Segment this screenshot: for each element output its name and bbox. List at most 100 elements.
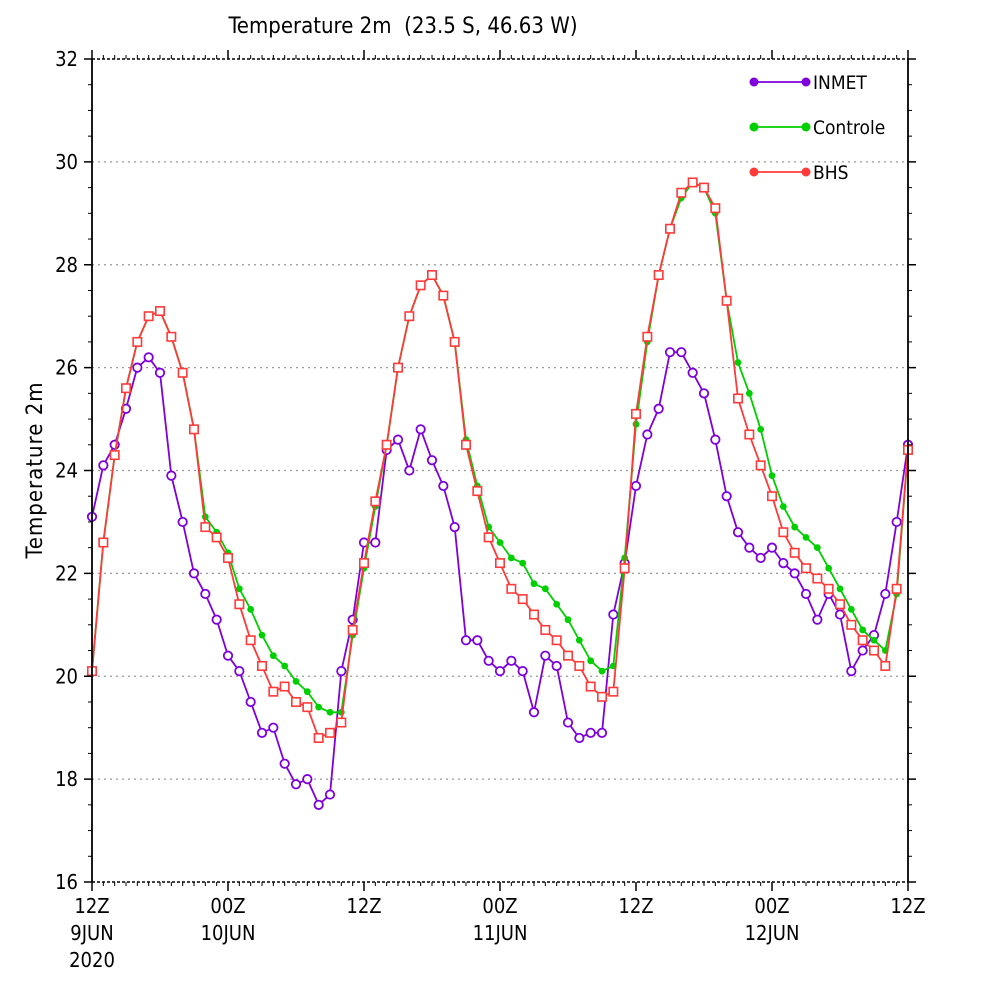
data-point-bhs xyxy=(404,311,415,322)
data-point-bhs xyxy=(778,527,789,538)
data-point-bhs xyxy=(664,223,675,234)
data-point-controle xyxy=(247,605,255,613)
y-tick-label: 24 xyxy=(55,459,78,483)
data-point-bhs xyxy=(891,583,902,594)
data-point-inmet xyxy=(721,491,732,502)
data-point-controle xyxy=(541,585,549,593)
data-point-inmet xyxy=(426,455,438,466)
data-point-inmet xyxy=(132,362,143,373)
data-point-inmet xyxy=(857,645,868,656)
data-point-bhs xyxy=(438,290,449,301)
data-point-bhs xyxy=(540,624,551,635)
data-point-bhs xyxy=(381,439,392,450)
data-point-inmet xyxy=(812,614,823,625)
grid-lines xyxy=(92,161,908,780)
data-point-inmet xyxy=(460,635,472,646)
data-point-inmet xyxy=(404,465,415,476)
x-tick-label: 10JUN xyxy=(201,921,256,945)
data-point-inmet xyxy=(438,480,449,492)
data-point-bhs xyxy=(880,660,891,671)
data-point-bhs xyxy=(189,424,200,435)
data-point-bhs xyxy=(506,583,517,594)
data-point-inmet xyxy=(392,434,404,445)
data-point-inmet xyxy=(551,660,562,672)
data-point-bhs xyxy=(358,558,369,569)
data-point-bhs xyxy=(347,624,358,635)
data-point-controle xyxy=(235,585,243,593)
data-point-inmet xyxy=(517,666,528,677)
data-point-bhs xyxy=(710,203,721,214)
y-tick-label: 22 xyxy=(55,561,78,585)
data-point-bhs xyxy=(336,717,347,728)
data-point-controle xyxy=(496,539,504,546)
data-point-bhs xyxy=(313,732,324,743)
data-point-controle xyxy=(847,605,855,613)
data-point-inmet xyxy=(744,542,755,553)
data-point-inmet xyxy=(698,388,710,399)
data-point-bhs xyxy=(460,439,471,450)
data-point-inmet xyxy=(687,367,698,378)
data-point-inmet xyxy=(755,552,766,564)
data-point-bhs xyxy=(483,532,494,543)
data-point-controle xyxy=(825,564,833,572)
y-tick-label: 32 xyxy=(55,47,78,71)
data-point-bhs xyxy=(868,645,879,656)
data-point-bhs xyxy=(200,522,211,533)
data-point-inmet xyxy=(143,352,154,363)
x-tick-label: 00Z xyxy=(754,894,789,918)
data-point-controle xyxy=(745,389,753,397)
data-point-bhs xyxy=(630,408,641,419)
data-point-bhs xyxy=(608,686,619,697)
data-point-bhs xyxy=(551,635,562,646)
legend-marker-inmet xyxy=(749,77,759,87)
data-point-inmet xyxy=(279,758,290,769)
data-point-bhs xyxy=(472,486,483,497)
data-point-controle xyxy=(292,677,300,685)
data-point-inmet xyxy=(585,727,596,738)
data-point-controle xyxy=(507,554,515,562)
data-point-bhs xyxy=(846,619,857,630)
data-point-inmet xyxy=(766,542,778,553)
data-point-bhs xyxy=(687,177,698,188)
data-point-inmet xyxy=(166,470,177,481)
data-point-bhs xyxy=(132,336,143,347)
data-point-controle xyxy=(598,667,606,675)
data-point-bhs xyxy=(653,270,664,281)
data-point-controle xyxy=(530,580,538,588)
data-point-inmet xyxy=(596,727,608,738)
data-point-controle xyxy=(836,585,844,593)
data-point-bhs xyxy=(155,306,166,317)
x-tick-label: 00Z xyxy=(482,894,517,918)
data-point-inmet xyxy=(676,347,687,358)
data-point-bhs xyxy=(619,563,630,574)
data-point-bhs xyxy=(268,686,279,697)
data-point-inmet xyxy=(234,666,245,677)
data-point-bhs xyxy=(642,331,653,342)
data-point-controle xyxy=(813,544,821,552)
y-tick-label: 28 xyxy=(55,253,78,277)
data-point-inmet xyxy=(540,650,551,661)
data-point-bhs xyxy=(596,691,607,702)
data-point-inmet xyxy=(642,429,653,440)
y-axis-label: Temperature 2m xyxy=(23,381,48,559)
data-point-inmet xyxy=(370,537,381,548)
data-point-inmet xyxy=(154,367,166,378)
data-point-inmet xyxy=(415,424,426,435)
data-point-controle xyxy=(734,359,742,366)
data-point-inmet xyxy=(630,480,642,492)
data-point-controle xyxy=(258,631,266,639)
data-point-controle xyxy=(779,503,787,510)
x-tick-label: 12Z xyxy=(346,894,381,918)
data-point-controle xyxy=(791,523,799,531)
data-point-bhs xyxy=(789,547,800,558)
data-point-inmet xyxy=(653,403,664,414)
data-point-bhs xyxy=(766,491,777,502)
data-point-controle xyxy=(519,559,527,567)
legend-marker-bhs xyxy=(801,167,811,177)
data-point-inmet xyxy=(336,666,347,677)
data-point-bhs xyxy=(211,532,222,543)
data-point-controle xyxy=(564,616,572,624)
data-point-inmet xyxy=(222,650,234,661)
data-point-bhs xyxy=(234,599,245,610)
